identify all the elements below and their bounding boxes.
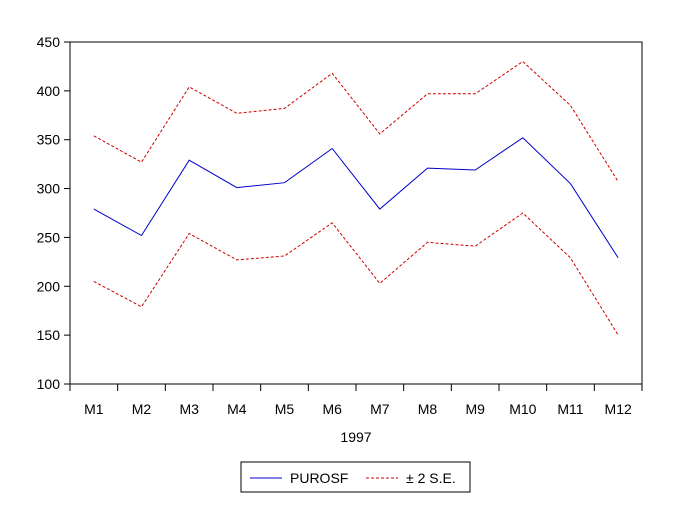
x-tick-label: M1 — [84, 401, 104, 417]
legend-label: PUROSF — [290, 470, 348, 486]
x-tick-label: M7 — [370, 401, 390, 417]
y-tick-label: 250 — [37, 229, 61, 245]
y-tick-label: 350 — [37, 132, 61, 148]
x-tick-label: M3 — [179, 401, 199, 417]
y-tick-label: 400 — [37, 83, 61, 99]
legend-label: ± 2 S.E. — [406, 470, 456, 486]
legend: PUROSF ± 2 S.E. — [240, 461, 471, 493]
series-line-upper-band — [93, 60, 619, 182]
x-tick-label: M2 — [132, 401, 152, 417]
series-line-purosf — [93, 137, 619, 259]
x-axis-title: 1997 — [340, 429, 371, 445]
series-line-lower-band — [93, 212, 619, 336]
x-tick-label: M9 — [465, 401, 485, 417]
x-tick-label: M10 — [509, 401, 536, 417]
x-tick-label: M8 — [418, 401, 438, 417]
y-axis: 100 150 200 250 300 350 400 450 — [37, 34, 70, 392]
x-tick-label: M4 — [227, 401, 247, 417]
y-tick-label: 100 — [37, 376, 61, 392]
x-tick-label: M6 — [322, 401, 342, 417]
x-tick-label: M11 — [557, 401, 583, 417]
y-tick-label: 150 — [37, 327, 61, 343]
x-tick-label: M5 — [275, 401, 295, 417]
y-tick-label: 200 — [37, 278, 61, 294]
series-layer — [93, 60, 619, 336]
y-tick-label: 300 — [37, 181, 61, 197]
x-axis: M1 M2 M3 M4 M5 M6 M7 M8 M9 M10 M11 M12 — [69, 384, 643, 417]
y-tick-label: 450 — [37, 34, 61, 50]
legend-box — [240, 461, 471, 493]
x-tick-label: M12 — [605, 401, 632, 417]
